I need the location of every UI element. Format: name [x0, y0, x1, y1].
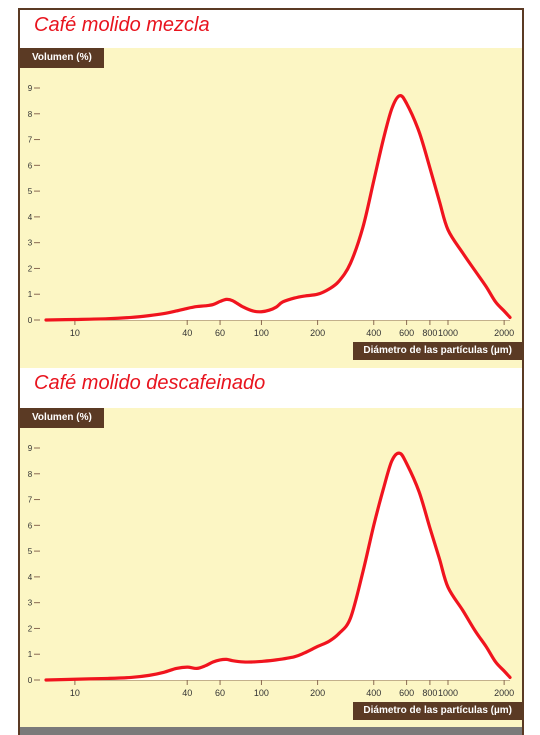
y-axis-label-1: Volumen (%): [20, 48, 104, 68]
x-tick-label: 1000: [438, 328, 458, 338]
y-tick-label: 0: [28, 676, 33, 685]
chart-panel-2: Café molido descafeinado Volumen (%) 0 1 2…: [20, 368, 522, 730]
x-tick-label: 2000: [494, 688, 514, 698]
x-tick-label: 600: [399, 688, 414, 698]
y-tick-label: 5: [28, 547, 33, 556]
chart-title-1: Café molido mezcla: [34, 14, 210, 36]
y-tick-label: 6: [28, 161, 33, 170]
series-line: [44, 93, 512, 322]
x-tick-label: 60: [215, 688, 225, 698]
y-tick-label: 9: [28, 84, 33, 93]
x-tick-label: 40: [182, 688, 192, 698]
series-area-fill: [46, 95, 510, 320]
y-tick-label: 8: [28, 470, 33, 479]
x-tick-label: 200: [310, 328, 325, 338]
y-tick-label: 1: [28, 290, 33, 299]
y-tick-label: 0: [28, 316, 33, 325]
bottom-image-strip: [20, 727, 522, 735]
y-tick-label: 1: [28, 650, 33, 659]
y-tick-label: 8: [28, 110, 33, 119]
x-tick-label: 800: [422, 328, 437, 338]
x-tick-label: 10: [70, 688, 80, 698]
x-axis-label-2: Diámetro de las partículas (µm): [353, 702, 522, 720]
y-tick-label: 9: [28, 444, 33, 453]
series-line: [44, 451, 512, 682]
y-tick-label: 5: [28, 187, 33, 196]
chart-panel-1: Café molido mezcla Volumen (%) 0 1 2 3 4 5 6 7 8…: [20, 10, 522, 368]
x-tick-label: 100: [254, 328, 269, 338]
x-tick-label: 2000: [494, 328, 514, 338]
line-chart-1: 0 1 2 3 4 5 6 7 8 9 10 40 60 100 200 400 600 800 1000 2000: [28, 84, 514, 338]
y-tick-label: 4: [28, 213, 33, 222]
chart-frame: Café molido mezcla Volumen (%) 0 1 2 3 4 5 6 7 8…: [18, 8, 524, 735]
y-tick-label: 7: [28, 496, 33, 505]
x-tick-label: 400: [366, 328, 381, 338]
y-axis-label-2: Volumen (%): [20, 408, 104, 428]
x-tick-label: 800: [422, 688, 437, 698]
x-tick-label: 40: [182, 328, 192, 338]
y-tick-label: 6: [28, 521, 33, 530]
y-tick-label: 4: [28, 573, 33, 582]
y-tick-label: 3: [28, 239, 33, 248]
y-tick-label: 2: [28, 624, 33, 633]
x-tick-label: 10: [70, 328, 80, 338]
chart-title-2: Café molido descafeinado: [34, 372, 266, 394]
series-area-fill: [46, 453, 510, 680]
x-tick-label: 60: [215, 328, 225, 338]
y-tick-label: 2: [28, 264, 33, 273]
x-tick-label: 100: [254, 688, 269, 698]
x-tick-label: 1000: [438, 688, 458, 698]
y-tick-label: 7: [28, 136, 33, 145]
x-tick-label: 400: [366, 688, 381, 698]
line-chart-2: 0 1 2 3 4 5 6 7 8 9 10 40 60 100 200 400 600 800 1000 2000: [28, 444, 514, 698]
x-tick-label: 600: [399, 328, 414, 338]
y-tick-label: 3: [28, 599, 33, 608]
x-axis-label-1: Diámetro de las partículas (µm): [353, 342, 522, 360]
x-tick-label: 200: [310, 688, 325, 698]
